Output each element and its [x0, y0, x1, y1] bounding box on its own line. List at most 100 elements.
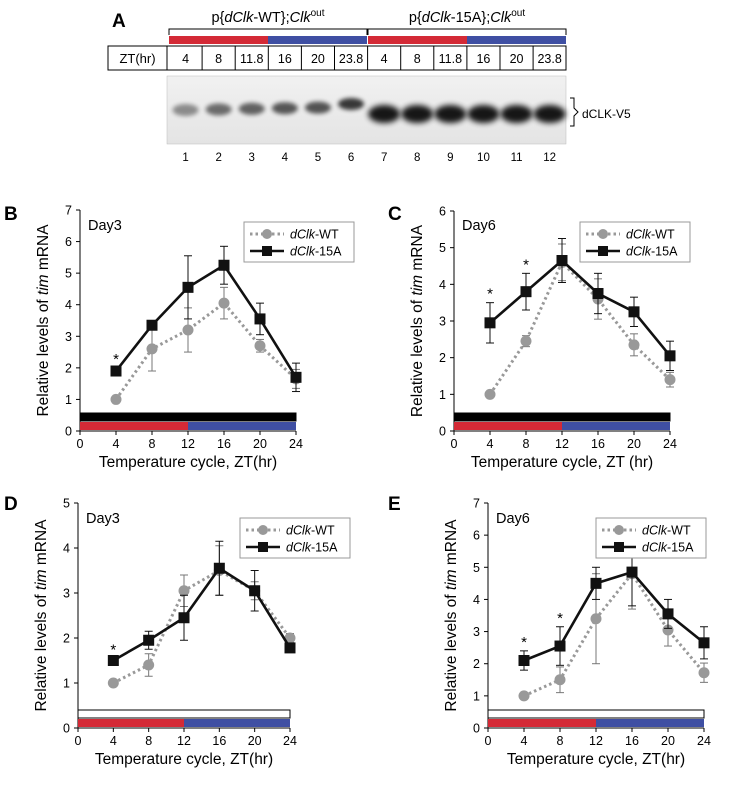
lane-number: 10: [477, 152, 490, 164]
point-15a: [556, 255, 568, 266]
day-label: Day3: [88, 218, 122, 234]
x-tick-label: 8: [523, 437, 530, 451]
point-15a: [592, 288, 604, 299]
y-tick-label: 2: [473, 657, 480, 671]
y-tick-label: 5: [473, 561, 480, 575]
legend-marker-wt: [598, 229, 608, 239]
series-line-wt: [523, 571, 706, 698]
legend-marker-wt: [258, 525, 268, 535]
legend-marker-15a: [614, 542, 624, 552]
point-15a: [628, 306, 640, 318]
significance-star: *: [521, 634, 527, 651]
lane-number: 8: [414, 152, 420, 164]
x-tick-label: 0: [485, 734, 492, 748]
point-15a: [213, 562, 225, 574]
series-line-wt: [114, 301, 298, 401]
point-15a: [290, 371, 302, 383]
x-tick-label: 20: [661, 734, 675, 748]
bracket-wt: [168, 28, 368, 35]
lane-number: 6: [348, 152, 354, 164]
temp-bar-warm: [488, 719, 596, 727]
x-tick-label: 16: [217, 437, 231, 451]
blot-band: [271, 102, 298, 115]
y-tick-label: 6: [65, 235, 72, 249]
series-line-15a: [114, 263, 298, 379]
point-wt: [182, 324, 194, 336]
x-tick-label: 0: [77, 437, 84, 451]
temp-bar-warm: [80, 422, 188, 430]
x-tick-label: 8: [149, 437, 156, 451]
zt-table: 4 8 11.8 16 20 23.8 4 8 11.8 16 20 23.8 ZT(hr): [107, 45, 567, 71]
point-wt: [218, 297, 230, 309]
x-tick-label: 16: [212, 734, 226, 748]
point-wt: [107, 677, 119, 689]
legend-marker-wt: [614, 525, 624, 535]
y-tick-label: 3: [63, 587, 70, 601]
lane-number: 11: [511, 152, 523, 164]
significance-star: *: [110, 641, 116, 658]
light-bar: [487, 709, 705, 719]
x-tick-label: 4: [113, 437, 120, 451]
lane-number: 3: [249, 152, 255, 164]
zt-value: 16: [476, 52, 490, 66]
x-tick-label: 20: [253, 437, 267, 451]
y-tick-label: 2: [63, 632, 70, 646]
x-tick-label: 24: [697, 734, 711, 748]
light-bar: [77, 709, 291, 719]
point-15a: [284, 642, 296, 654]
temp-bar-cool: [184, 719, 290, 727]
x-tick-label: 12: [177, 734, 191, 748]
y-axis-label: Relative levels of tim mRNA: [35, 224, 52, 417]
y-tick-label: 3: [65, 330, 72, 344]
temp-bar-cool: [188, 422, 296, 430]
panel-letter-c: C: [388, 204, 402, 225]
panel-letter-a: A: [112, 11, 126, 32]
zt-value: 16: [278, 52, 292, 66]
x-tick-label: 12: [589, 734, 603, 748]
point-wt: [484, 388, 496, 400]
day-label: Day3: [86, 511, 120, 527]
x-tick-label: 20: [627, 437, 641, 451]
point-wt: [664, 374, 676, 386]
legend-label: dClk-15A: [290, 245, 342, 259]
series-line-15a: [489, 258, 672, 357]
x-tick-label: 8: [557, 734, 564, 748]
x-axis-label: Temperature cycle, ZT (hr): [471, 454, 653, 471]
significance-star: *: [523, 256, 529, 273]
blot-band: [238, 102, 265, 115]
point-15a: [146, 319, 158, 331]
y-tick-label: 4: [65, 298, 72, 312]
significance-star: *: [557, 610, 563, 627]
legend-marker-15a: [262, 246, 272, 256]
legend-label: dClk-15A: [626, 245, 678, 259]
y-tick-label: 6: [439, 205, 446, 219]
point-15a: [143, 634, 155, 646]
x-tick-label: 24: [283, 734, 297, 748]
y-tick-label: 4: [473, 593, 480, 607]
y-tick-label: 5: [63, 497, 70, 511]
zt-value: 11.8: [240, 52, 263, 66]
blot-band: [467, 105, 500, 123]
point-wt: [178, 585, 190, 597]
point-15a: [590, 577, 602, 589]
point-15a: [249, 585, 261, 597]
y-tick-label: 0: [439, 425, 446, 439]
point-wt: [518, 690, 530, 702]
zt-value: 11.8: [439, 52, 462, 66]
lane-number: 2: [215, 152, 221, 164]
y-tick-label: 2: [65, 361, 72, 375]
y-tick-label: 5: [65, 267, 72, 281]
point-15a: [520, 286, 532, 298]
x-tick-label: 24: [663, 437, 677, 451]
point-15a: [664, 350, 676, 362]
y-tick-label: 4: [63, 542, 70, 556]
x-tick-label: 8: [145, 734, 152, 748]
y-tick-label: 4: [439, 278, 446, 292]
blot-band: [368, 105, 401, 123]
y-tick-label: 0: [65, 425, 72, 439]
zt-value: 8: [414, 52, 421, 66]
blot-band: [533, 105, 566, 123]
light-bar: [453, 412, 671, 422]
western-blot: [166, 75, 567, 145]
